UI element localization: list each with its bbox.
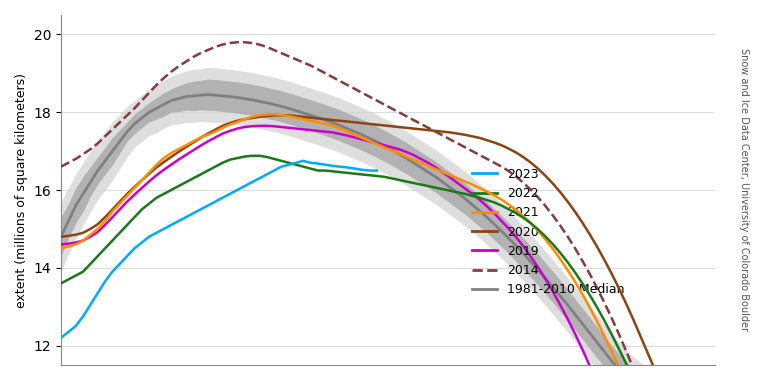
1981-2010 Median: [622, 375, 631, 380]
Text: Snow and Ice Data Center, University of Colorado Boulder: Snow and Ice Data Center, University of …: [739, 49, 749, 331]
1981-2010 Median: [144, 110, 154, 114]
1981-2010 Median: [607, 359, 616, 363]
Line: 1981-2010 Median: 1981-2010 Median: [61, 95, 714, 380]
Legend: 2023, 2022, 2021, 2020, 2019, 2014, 1981-2010 Median: 2023, 2022, 2021, 2020, 2019, 2014, 1981…: [467, 163, 630, 301]
1981-2010 Median: [204, 92, 213, 97]
Y-axis label: extent (millions of square kilometers): extent (millions of square kilometers): [15, 73, 28, 307]
1981-2010 Median: [262, 101, 271, 105]
1981-2010 Median: [56, 234, 65, 239]
1981-2010 Median: [519, 252, 528, 256]
